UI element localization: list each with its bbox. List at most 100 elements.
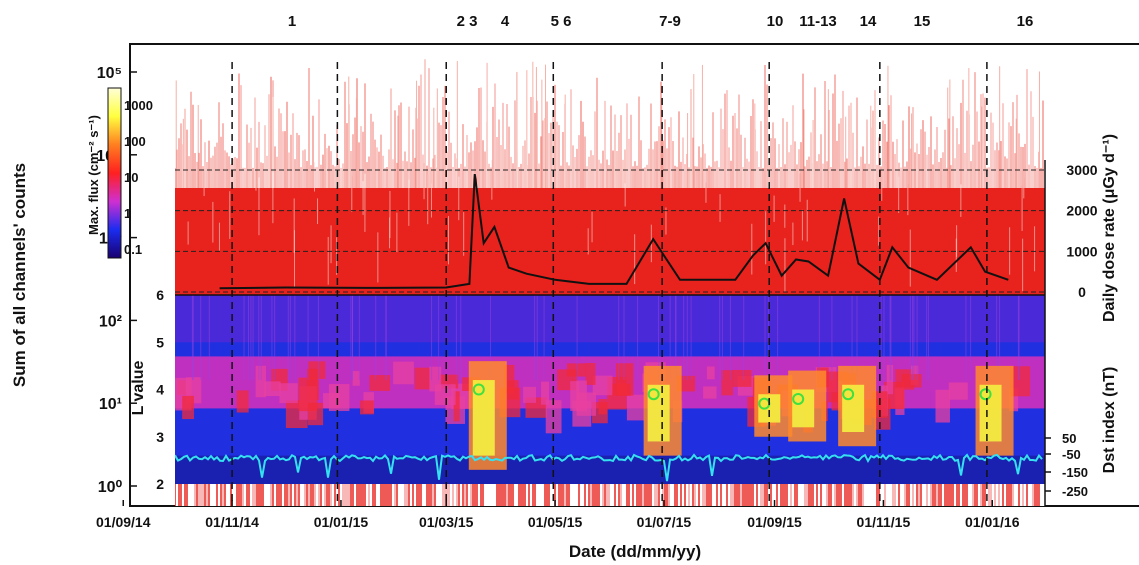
lvalue-patch bbox=[935, 389, 950, 423]
lvalue-patch bbox=[572, 400, 592, 427]
lvalue-burst-core bbox=[758, 394, 781, 423]
lvalue-patch bbox=[706, 366, 715, 380]
lvalue-patch bbox=[369, 375, 391, 391]
event-label: 16 bbox=[1017, 13, 1034, 30]
lvalue-patch bbox=[434, 384, 456, 405]
lvalue-outer-band bbox=[175, 295, 1045, 343]
x-tick-label: 01/09/15 bbox=[747, 514, 802, 530]
lvalue-patch bbox=[721, 370, 734, 396]
y-tick-label-counts: 10⁵ bbox=[97, 65, 122, 82]
lvalue-patch bbox=[504, 364, 515, 394]
y-tick-label-counts: 10² bbox=[99, 313, 122, 330]
lvalue-patch bbox=[307, 402, 324, 426]
dose-series-line bbox=[219, 173, 1009, 290]
x-tick-label: 01/09/14 bbox=[96, 514, 151, 530]
y-tick-label-dose: 2000 bbox=[1066, 203, 1097, 219]
y-tick-label-dose: 3000 bbox=[1066, 162, 1097, 178]
y-tick-label-lvalue: 2 bbox=[156, 476, 164, 492]
event-label: 5 6 bbox=[551, 13, 572, 30]
y-tick-label-dose: 1000 bbox=[1066, 243, 1097, 259]
y-tick-label-dst: -150 bbox=[1062, 465, 1088, 480]
y-axis-label-lvalue: L value bbox=[130, 360, 147, 415]
y-axis-label-dst: Dst index (nT) bbox=[1101, 367, 1118, 474]
lvalue-patch bbox=[352, 371, 360, 386]
lvalue-patch bbox=[626, 394, 645, 421]
y-tick-label-dose: 0 bbox=[1078, 284, 1086, 300]
lvalue-marker bbox=[792, 392, 805, 405]
colorbar-tick-label: 10 bbox=[124, 170, 138, 185]
lvalue-patch bbox=[507, 380, 519, 400]
colorbar-tick-label: 1000 bbox=[124, 98, 153, 113]
x-tick-label: 01/11/14 bbox=[205, 514, 259, 530]
lvalue-patch bbox=[1010, 366, 1031, 397]
event-label: 15 bbox=[914, 13, 931, 30]
x-tick-label: 01/11/15 bbox=[857, 514, 911, 530]
lvalue-patch bbox=[598, 399, 607, 415]
lvalue-marker bbox=[979, 388, 992, 401]
lvalue-patch bbox=[1009, 388, 1019, 412]
lvalue-patch bbox=[414, 367, 431, 390]
x-tick-label: 01/03/15 bbox=[419, 514, 474, 530]
lvalue-marker bbox=[647, 388, 660, 401]
colorbar-label: Max. flux (cm⁻² s⁻¹) bbox=[86, 115, 101, 235]
event-label: 14 bbox=[860, 13, 877, 30]
y-tick-label-lvalue: 3 bbox=[156, 429, 164, 445]
lvalue-patch bbox=[703, 386, 717, 399]
lvalue-patch bbox=[298, 377, 318, 412]
lvalue-patch bbox=[182, 395, 195, 420]
lvalue-patch bbox=[255, 365, 266, 398]
counts-fill bbox=[175, 188, 1045, 295]
y-tick-label-lvalue: 6 bbox=[156, 287, 164, 303]
colorbar-scale bbox=[107, 87, 122, 259]
lvalue-patch bbox=[901, 374, 922, 388]
lvalue-patch bbox=[948, 382, 968, 400]
lvalue-patch bbox=[307, 361, 326, 379]
lvalue-burst-core bbox=[842, 384, 865, 433]
lvalue-marker bbox=[842, 388, 855, 401]
lvalue-patch bbox=[360, 400, 374, 415]
event-label: 10 bbox=[767, 13, 784, 30]
event-label: 4 bbox=[501, 13, 510, 30]
event-label: 7-9 bbox=[659, 13, 681, 30]
x-tick-label: 01/07/15 bbox=[637, 514, 692, 530]
colorbar-tick-label: 100 bbox=[124, 134, 146, 149]
y-tick-label-dst: -250 bbox=[1062, 484, 1088, 499]
x-axis-label: Date (dd/mm/yy) bbox=[569, 542, 701, 561]
lvalue-patch bbox=[264, 381, 281, 397]
lvalue-patch bbox=[616, 363, 634, 396]
lvalue-patch bbox=[592, 375, 613, 396]
colorbar-tick-label: 1 bbox=[124, 206, 131, 221]
lvalue-patch bbox=[236, 390, 249, 413]
lvalue-patch bbox=[328, 384, 350, 412]
y-axis-label-dose: Daily dose rate (μGy d⁻¹) bbox=[1101, 134, 1118, 322]
lvalue-burst-core bbox=[792, 389, 815, 428]
x-tick-label: 01/01/15 bbox=[314, 514, 369, 530]
event-label: 1 bbox=[288, 13, 296, 30]
y-tick-label-dst: 50 bbox=[1062, 431, 1076, 446]
lvalue-patch bbox=[279, 383, 298, 404]
y-tick-label-dst: -50 bbox=[1062, 447, 1081, 462]
lvalue-patch bbox=[429, 366, 442, 392]
y-tick-label-counts: 10¹ bbox=[99, 396, 122, 413]
event-label: 2 3 bbox=[457, 13, 478, 30]
x-tick-label: 01/05/15 bbox=[528, 514, 583, 530]
dst-series-line bbox=[175, 453, 1043, 482]
lvalue-patch bbox=[523, 386, 537, 403]
lvalue-patch bbox=[585, 362, 596, 385]
x-tick-label: 01/01/16 bbox=[965, 514, 1020, 530]
lvalue-patch bbox=[570, 381, 580, 411]
y-axis-label-counts: Sum of all channels' counts bbox=[10, 163, 29, 387]
y-tick-label-counts: 10⁰ bbox=[98, 479, 123, 496]
lvalue-patch bbox=[393, 361, 414, 385]
lvalue-patch bbox=[541, 381, 550, 405]
lvalue-patch bbox=[732, 369, 752, 387]
y-tick-label-lvalue: 4 bbox=[156, 382, 164, 398]
colorbar: Max. flux (cm⁻² s⁻¹) 0.1 1 10 100 1000 bbox=[86, 87, 153, 259]
colorbar-tick-label: 0.1 bbox=[124, 242, 142, 257]
event-label: 11-13 bbox=[799, 13, 837, 30]
y-tick-label-lvalue: 5 bbox=[156, 334, 164, 350]
lvalue-burst-core bbox=[472, 380, 495, 456]
lvalue-patch bbox=[453, 391, 460, 422]
lvalue-marker bbox=[472, 383, 485, 396]
